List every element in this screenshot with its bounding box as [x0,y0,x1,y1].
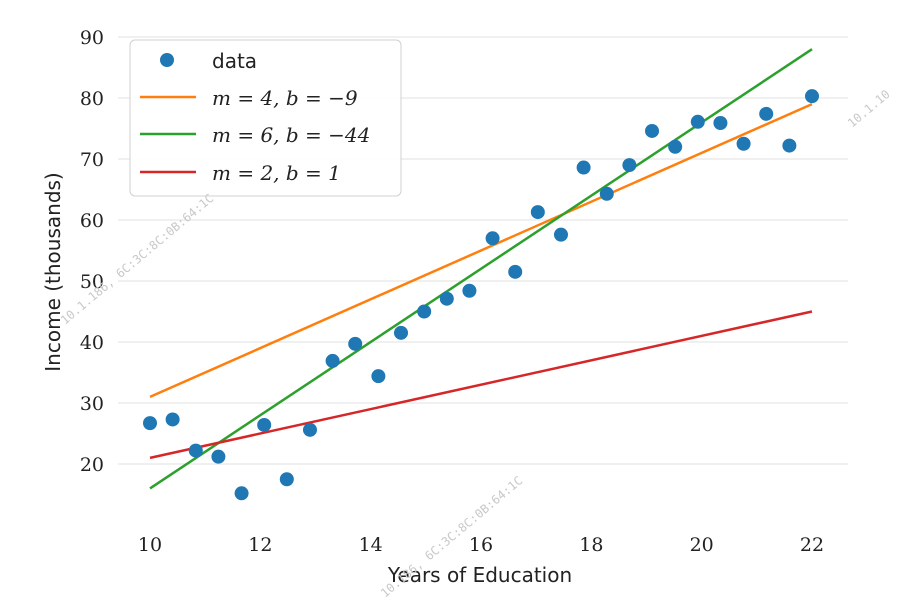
legend-label-green: m = 6, b = −44 [212,123,370,147]
data-point [736,136,751,151]
y-tick-label: 80 [80,88,104,110]
y-axis-label: Income (thousands) [41,172,65,371]
x-tick-label: 18 [579,534,603,556]
data-point [805,89,819,104]
data-point [348,336,363,351]
fit-line-orange [149,102,813,399]
data-point [462,283,477,298]
data-point [417,304,432,319]
data-point [257,417,272,432]
watermark-3: 10.1.10 [845,87,893,130]
fit-line-red [149,310,813,460]
legend-box [129,39,402,197]
y-tick-label: 60 [80,210,104,232]
y-tick-label: 30 [80,393,104,415]
legend: data m = 4, b = −9 m = 6, b = −44 m = 2,… [129,39,402,197]
legend-label-orange: m = 4, b = −9 [212,86,358,110]
x-tick-label: 20 [690,534,714,556]
x-tick-labels: 10 12 14 16 18 20 22 [138,534,824,556]
data-points [143,89,819,501]
y-tick-label: 20 [80,454,104,476]
data-point [143,416,157,431]
data-point [599,186,614,201]
legend-label-red: m = 2, b = 1 [212,161,341,185]
data-point [668,139,683,154]
data-point [782,138,797,153]
data-point [165,412,180,427]
x-axis-label: Years of Education [387,563,572,587]
y-tick-label: 50 [80,271,104,293]
data-point [302,422,317,437]
data-point [279,472,294,487]
legend-data-marker [160,53,174,67]
legend-data-label: data [212,49,257,73]
y-tick-label: 70 [80,149,104,171]
x-tick-label: 12 [248,534,272,556]
data-point [485,231,500,246]
data-point [690,114,705,129]
data-point [211,449,226,464]
data-point [394,325,409,340]
x-tick-label: 16 [469,534,493,556]
y-tick-labels: 20 30 40 50 60 70 80 90 [80,27,104,476]
data-point [325,353,340,368]
y-tick-label: 90 [80,27,104,49]
x-tick-label: 22 [800,534,824,556]
data-point [576,160,591,175]
data-point [553,227,568,242]
data-point [508,264,523,279]
data-point [759,106,774,121]
data-point [645,123,660,138]
x-tick-label: 10 [138,534,162,556]
data-point [188,443,203,458]
data-point [234,486,249,501]
data-point [439,291,454,306]
x-tick-label: 14 [359,534,383,556]
data-point [622,158,637,173]
y-tick-label: 40 [80,332,104,354]
data-point [713,116,728,131]
data-point [530,205,545,220]
data-point [371,369,386,384]
